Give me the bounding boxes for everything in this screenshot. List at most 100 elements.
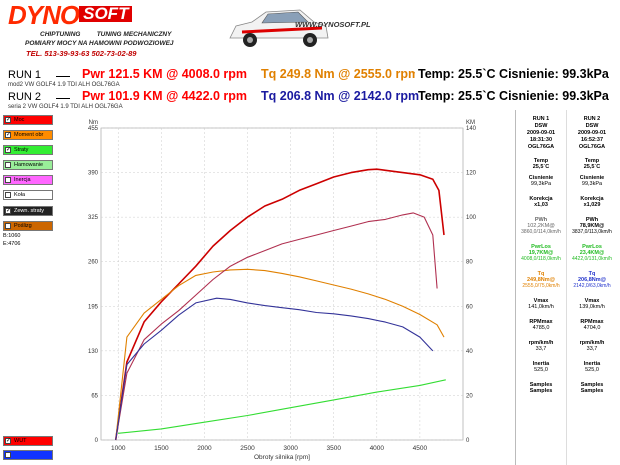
legend-item-hamowanie[interactable]: Hamowanie (3, 160, 53, 170)
legend-color-swatch (3, 190, 53, 200)
x-tick-label: 3500 (326, 445, 341, 452)
legend-item-moment-obr[interactable]: ✓ Moment obr (3, 130, 53, 140)
legend-color-swatch (3, 436, 53, 446)
table-cell-subvalue: 3837,0/113,0km/h (572, 229, 612, 235)
run2-torque: Tq 206.8 Nm @ 2142.0 rpm (261, 89, 420, 103)
run2-description: seria 2 VW GOLF4 1.9 TDI ALH OGL76GA (8, 104, 123, 110)
run2-column: RUN 2 DSW 2009-09-01 16:52:37 OGL76GA Temp 25,… (567, 110, 617, 394)
table-header-run1: RUN 1 (532, 116, 550, 122)
run2-label: RUN 2 (8, 91, 42, 103)
legend-checkbox[interactable]: ✓ (5, 208, 12, 214)
legend-item-moc[interactable]: ✓ Moc (3, 115, 53, 125)
x-axis-label: Obroty silnika [rpm] (254, 454, 310, 461)
right-tick-label: 60 (466, 304, 473, 310)
legend-item-zewn-straty[interactable]: ✓ Zewn. straty (3, 206, 53, 216)
table-cell-subvalue: 3860,0/114,0km/h (521, 229, 561, 235)
left-tick-label: 65 (91, 393, 98, 399)
left-tick-label: 325 (88, 215, 99, 221)
b-value: B:1060 (3, 233, 21, 239)
legend-color-swatch (3, 221, 53, 231)
x-tick-label: 4000 (370, 445, 385, 452)
legend-item-blue[interactable] (3, 450, 53, 460)
left-axis-unit: Nm (89, 120, 98, 126)
table-cell-value: 19,7KM@ (528, 250, 554, 256)
table-row-label: PWh (585, 217, 599, 223)
table-row-label: Tq (588, 271, 596, 277)
table-row-label: Vmax (584, 298, 600, 304)
legend-item-po-lizg[interactable]: Poślizg (3, 221, 53, 231)
table-row-label: Cisnienie (528, 175, 554, 181)
table-row-label: Korekcja (580, 196, 604, 202)
left-tick-label: 260 (88, 260, 99, 266)
table-cell-value: 33,7 (535, 346, 547, 352)
subtitle-dyno: POMIARY MOCY NA HAMOWNI PODWOZIOWEJ (25, 40, 174, 47)
plot-frame (100, 127, 464, 441)
table-row-label: Temp (584, 158, 600, 164)
legend-checkbox[interactable] (5, 223, 11, 229)
table-cell-value: 18:31:30 (529, 137, 553, 143)
legend-color-swatch (3, 206, 53, 216)
table-cell-value: 99,3kPa (581, 181, 603, 187)
run1-line-sample (56, 76, 70, 77)
legend-label: Inercja (14, 177, 31, 183)
x-tick-label: 1500 (154, 445, 169, 452)
legend-checkbox[interactable]: ✓ (5, 147, 12, 153)
x-tick-label: 2500 (240, 445, 255, 452)
legend-color-swatch (3, 130, 53, 140)
logo-soft-text: SOFT WROCŁAW (79, 5, 133, 32)
legend-checkbox[interactable] (5, 192, 11, 198)
table-cell-value: 33,7 (586, 346, 598, 352)
table-cell-value: 206,8Nm@ (578, 277, 606, 283)
table-row-label: Samples (529, 382, 553, 388)
run2-environment: Temp: 25.5`C Cisnienie: 99.3kPa (418, 89, 609, 103)
legend-label: Koła (14, 192, 26, 198)
legend-label: Hamowanie (14, 162, 44, 168)
website-url[interactable]: WWW.DYNOSOFT.PL (295, 20, 371, 29)
right-tick-label: 20 (466, 393, 473, 399)
table-cell-value: 23,4KM@ (579, 250, 605, 256)
run1-label: RUN 1 (8, 69, 42, 81)
table-cell-subvalue: 2555,0/75,0km/h (522, 283, 560, 289)
table-row-label: Tq (537, 271, 545, 277)
legend-item-straty[interactable]: ✓ Straty (3, 145, 53, 155)
table-cell-value: 249,8Nm@ (527, 277, 555, 283)
legend-color-swatch (3, 450, 53, 460)
legend-checkbox[interactable] (5, 162, 11, 168)
table-row-label: Vmax (533, 298, 549, 304)
table-row-label: Samples (580, 382, 604, 388)
table-cell-value: Samples (529, 388, 553, 394)
dynosoft-logo: DYNO SOFT WROCŁAW (8, 2, 208, 32)
table-cell-value: 525,0 (585, 367, 599, 373)
legend-item-wut[interactable]: ✓ WUT (3, 436, 53, 446)
run1-power: Pwr 121.5 KM @ 4008.0 rpm (82, 67, 248, 81)
e-value: E:4706 (3, 241, 21, 247)
right-axis-unit: KM (466, 120, 475, 126)
legend-label: Moc (14, 117, 25, 123)
left-tick-label: 195 (88, 304, 99, 310)
table-row-label: Inertia (583, 361, 601, 367)
table-cell-value: 2009-09-01 (577, 130, 607, 136)
dyno-chart: 1000 1500 2000 2500 3000 3500 4000 450006513019… (88, 120, 477, 461)
table-cell-value: 78,9KM@ (579, 223, 605, 229)
legend-checkbox[interactable] (5, 177, 11, 183)
table-column-divider (566, 110, 567, 465)
legend-checkbox[interactable]: ✓ (5, 132, 12, 138)
run1-torque: Tq 249.8 Nm @ 2555.0 rpm (261, 67, 415, 81)
car-image (229, 9, 329, 47)
table-cell-subvalue: 4008,0/118,0km/h (521, 256, 561, 262)
legend-checkbox[interactable] (5, 452, 11, 458)
table-row-label: PwrLos (531, 244, 551, 250)
table-row-label: PwrLos (582, 244, 602, 250)
legend-item-ko-a[interactable]: Koła (3, 190, 53, 200)
legend-checkbox[interactable]: ✓ (5, 438, 12, 444)
table-row-label: PWh (534, 217, 548, 223)
table-cell-value: x1,029 (583, 202, 601, 208)
results-table: RUN 1 DSW 2009-09-01 18:31:30 OGL76GA Temp 25,… (515, 110, 617, 465)
legend-checkbox[interactable]: ✓ (5, 117, 12, 123)
legend-label: Moment obr (14, 132, 44, 138)
left-tick-label: 455 (88, 126, 99, 132)
left-tick-label: 390 (88, 171, 99, 177)
legend-item-inercja[interactable]: Inercja (3, 175, 53, 185)
table-cell-value: 525,0 (534, 367, 548, 373)
legend-label: Zewn. straty (14, 208, 44, 214)
